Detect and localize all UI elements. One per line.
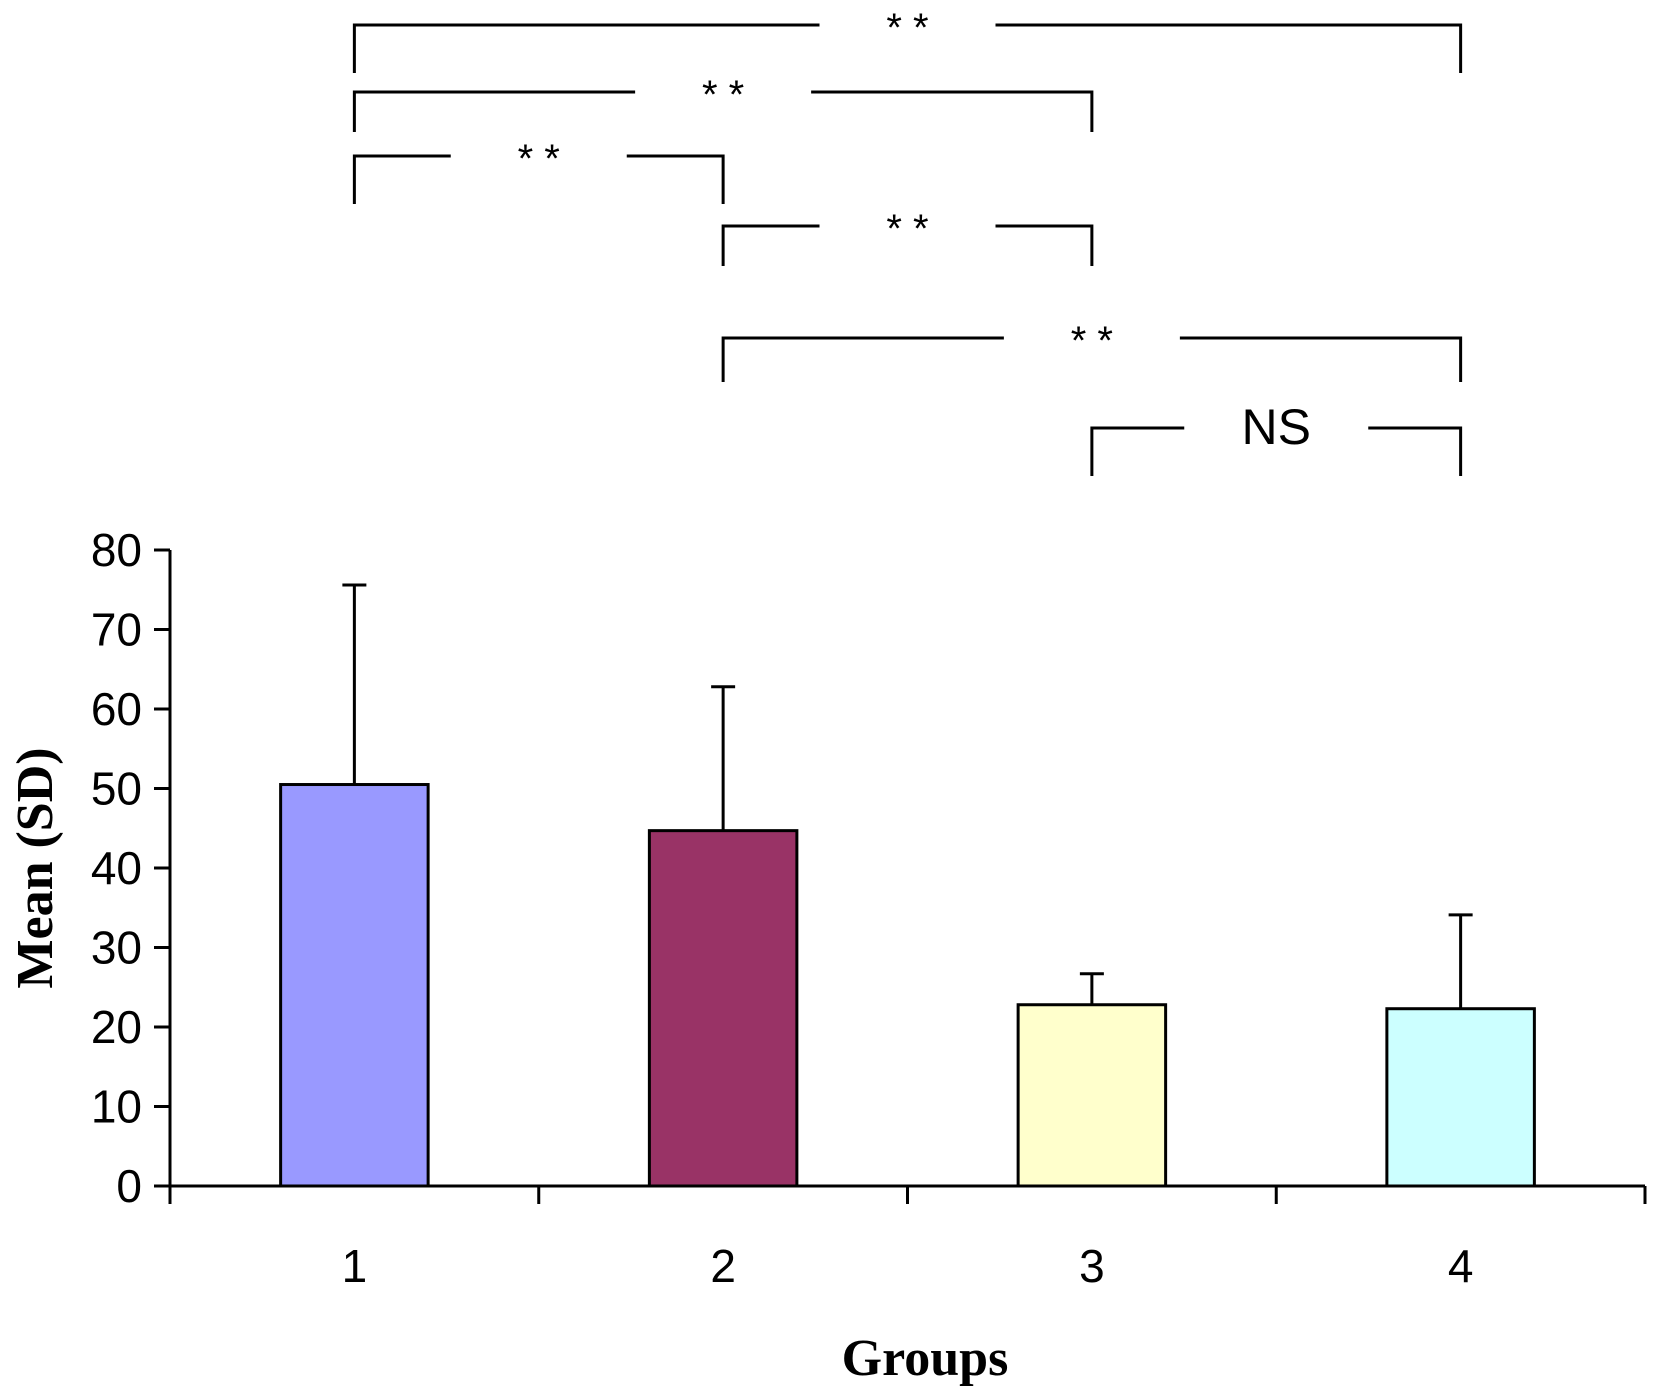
significance-label: * *	[702, 73, 744, 117]
y-ticks: 0 10 20 30 40 50 60 70 80	[91, 524, 170, 1212]
bar	[1016, 1003, 1168, 1188]
significance-bracket: * *	[352, 137, 725, 204]
x-tick-label: 1	[342, 1240, 368, 1292]
significance-bracket: * *	[352, 73, 1094, 132]
y-tick-label: 60	[91, 683, 142, 735]
bar	[647, 829, 799, 1188]
error-bars	[342, 583, 1473, 1009]
y-tick-label: 40	[91, 842, 142, 894]
bar	[1385, 1007, 1536, 1188]
significance-label: * *	[518, 137, 560, 181]
y-tick-label: 50	[91, 763, 142, 815]
y-tick-label: 80	[91, 524, 142, 576]
y-tick-label: 20	[91, 1001, 142, 1053]
error-bar	[1448, 913, 1473, 1009]
bar	[279, 783, 430, 1188]
significance-bracket: * *	[721, 207, 1094, 266]
x-axis-title: Groups	[842, 1330, 1009, 1387]
x-tick-label: 4	[1448, 1240, 1474, 1292]
significance-label: * *	[886, 6, 928, 50]
x-tick-label: 2	[710, 1240, 736, 1292]
y-tick-label: 10	[91, 1081, 142, 1133]
x-tick-label: 3	[1079, 1240, 1105, 1292]
error-bar	[342, 583, 367, 785]
significance-label: NS	[1242, 399, 1311, 455]
significance-brackets: * * * * * * * * * * NS	[352, 6, 1463, 476]
error-bar	[711, 685, 736, 831]
y-axis-title: Mean (SD)	[7, 747, 64, 988]
significance-bracket: NS	[1090, 399, 1463, 476]
y-tick-label: 70	[91, 604, 142, 656]
y-tick-label: 30	[91, 922, 142, 974]
significance-bracket: * *	[352, 6, 1463, 73]
bars	[279, 783, 1536, 1188]
error-bar	[1079, 972, 1104, 1005]
significance-label: * *	[1071, 319, 1113, 363]
significance-label: * *	[886, 207, 928, 251]
x-ticks: 1 2 3 4	[168, 1186, 1647, 1292]
y-tick-label: 0	[116, 1160, 142, 1212]
significance-bracket: * *	[721, 319, 1463, 382]
